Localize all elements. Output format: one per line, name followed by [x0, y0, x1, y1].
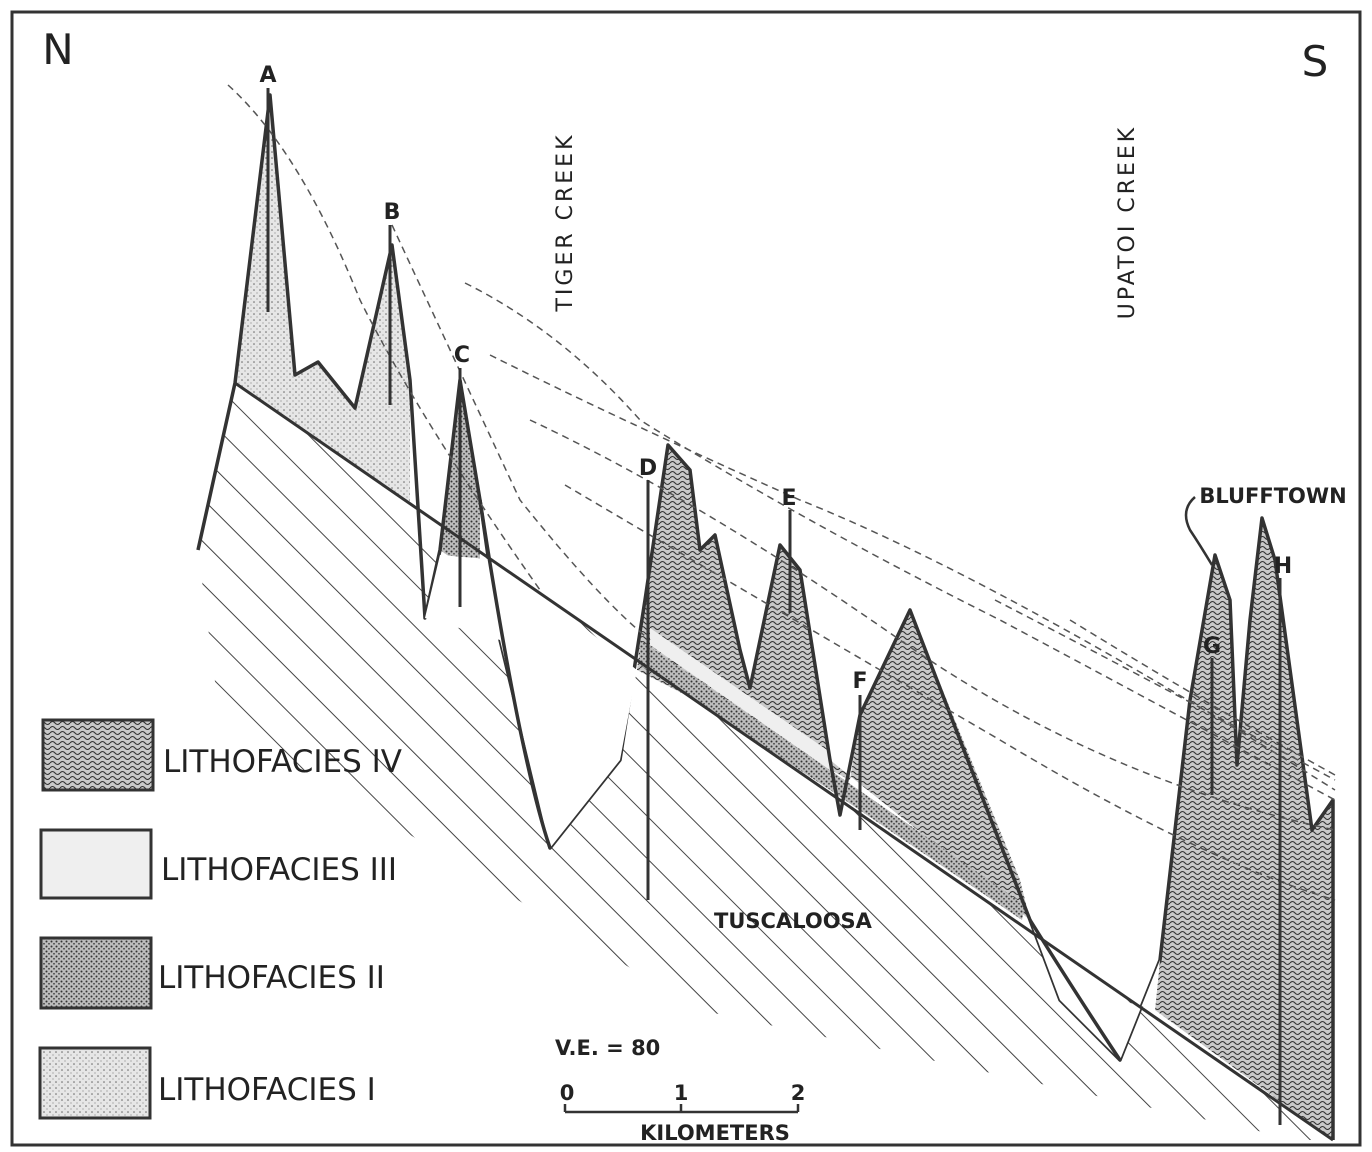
well-label: E	[781, 486, 796, 511]
formation-label: BLUFFTOWN	[1199, 484, 1346, 508]
well-label: A	[259, 63, 276, 88]
north-label: N	[42, 25, 73, 74]
scale-unit: KILOMETERS	[640, 1121, 790, 1145]
well-label: G	[1203, 634, 1221, 659]
formation-label: TUSCALOOSA	[714, 909, 873, 933]
scale-tick-label: 1	[674, 1081, 689, 1105]
legend-swatch	[41, 938, 151, 1008]
well-label: B	[384, 200, 401, 225]
well-label: H	[1274, 554, 1292, 579]
legend-swatch	[43, 720, 153, 790]
legend-label: LITHOFACIES III	[161, 852, 397, 888]
scale-tick-label: 0	[560, 1081, 575, 1105]
well-label: F	[852, 669, 867, 694]
legend-label: LITHOFACIES II	[158, 960, 385, 996]
well-label: D	[639, 456, 657, 481]
legend-swatch	[40, 1048, 150, 1118]
legend-label: LITHOFACIES IV	[163, 744, 402, 780]
vertical-exaggeration: V.E. = 80	[555, 1036, 660, 1060]
creek-label: TIGER CREEK	[553, 132, 578, 312]
well-label: C	[454, 343, 470, 368]
south-label: S	[1302, 37, 1329, 86]
legend-swatch	[41, 830, 151, 898]
scale-tick-label: 2	[791, 1081, 806, 1105]
legend-label: LITHOFACIES I	[158, 1072, 376, 1108]
cross-section: A B C D E F G H N S TIGER CREEK UPATOI C…	[0, 0, 1372, 1152]
creek-label: UPATOI CREEK	[1115, 125, 1140, 319]
